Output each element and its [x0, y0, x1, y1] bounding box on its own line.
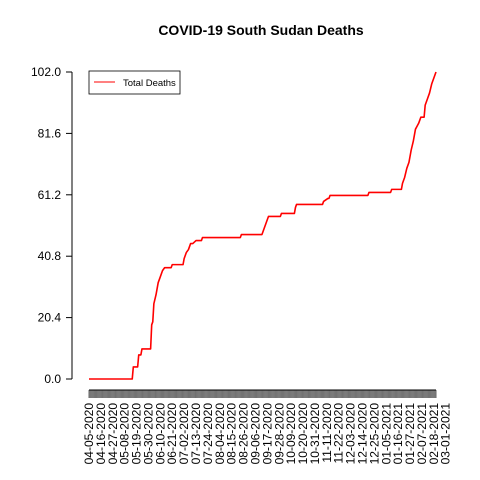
x-tick-label: 09-28-2020	[272, 403, 286, 465]
legend-label: Total Deaths	[123, 78, 176, 89]
x-tick-label: 11-22-2020	[332, 403, 346, 464]
x-tick-label: 01-16-2021	[391, 403, 405, 465]
x-tick-label: 07-13-2020	[189, 403, 203, 465]
x-tick-label: 08-15-2020	[225, 403, 239, 465]
series-line-0	[89, 71, 437, 380]
x-tick-label: 05-08-2020	[118, 403, 132, 465]
y-tick-label: 20.4	[38, 311, 62, 325]
x-tick-label: 04-05-2020	[82, 403, 96, 465]
x-tick-label: 06-10-2020	[153, 403, 167, 465]
x-tick-marks	[88, 390, 437, 398]
x-tick-label: 12-03-2020	[344, 403, 358, 465]
x-axis: 04-05-202004-16-202004-27-202005-08-2020…	[82, 389, 453, 465]
y-tick-label: 81.6	[38, 126, 62, 140]
x-tick-label: 10-09-2020	[284, 403, 298, 465]
x-tick-label: 06-21-2020	[165, 403, 179, 465]
legend: Total Deaths	[88, 70, 181, 95]
x-tick-label: 02-18-2021	[427, 403, 441, 465]
x-tick-label: 03-01-2021	[439, 403, 453, 465]
x-tick-label: 08-26-2020	[237, 403, 251, 465]
x-tick-label: 09-06-2020	[248, 403, 262, 465]
y-tick-label: 0.0	[44, 372, 61, 386]
x-tick-label: 01-05-2021	[379, 403, 393, 465]
chart-title: COVID-19 South Sudan Deaths	[158, 22, 364, 38]
x-tick-label: 12-14-2020	[355, 403, 369, 465]
x-tick-label: 12-25-2020	[367, 403, 381, 465]
x-tick-label: 01-27-2021	[403, 403, 417, 465]
y-tick-label: 61.2	[38, 188, 62, 202]
x-tick-label: 07-24-2020	[201, 403, 215, 465]
x-tick-label: 05-19-2020	[130, 403, 144, 465]
legend-box	[88, 70, 181, 95]
x-tick-label: 02-07-2021	[415, 403, 429, 465]
x-tick-label: 09-17-2020	[260, 403, 274, 465]
y-tick-label: 40.8	[38, 249, 62, 263]
x-tick-label: 04-27-2020	[106, 403, 120, 465]
x-tick-label: 08-04-2020	[213, 403, 227, 465]
plot-area	[88, 71, 437, 380]
x-tick-label: 05-30-2020	[141, 403, 155, 465]
x-tick-label: 04-16-2020	[94, 403, 108, 465]
x-tick-label: 07-02-2020	[177, 403, 191, 465]
x-tick-label: 10-20-2020	[296, 403, 310, 465]
y-axis: 0.0 20.4 40.8 61.2 81.6 102.0	[31, 65, 73, 386]
x-tick-label: 11-11-2020	[320, 403, 334, 463]
x-tick-label: 10-31-2020	[308, 403, 322, 465]
y-tick-label: 102.0	[31, 65, 61, 79]
